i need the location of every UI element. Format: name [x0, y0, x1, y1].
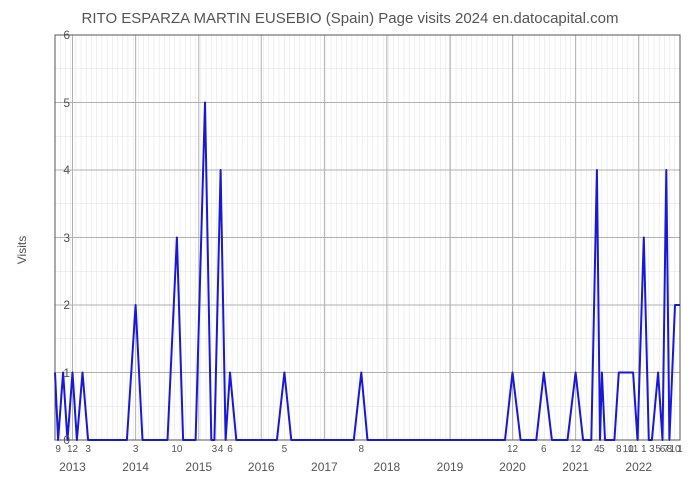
x-tick-minor-label: 12	[67, 444, 78, 455]
x-tick-minor-label: 3	[85, 444, 91, 455]
x-tick-minor-label: 5	[282, 444, 288, 455]
x-tick-minor-label: 11	[628, 444, 638, 455]
x-tick-minor-label: 4	[218, 444, 224, 455]
y-tick-label: 6	[40, 28, 70, 42]
x-tick-minor-label: 10	[171, 444, 182, 455]
x-tick-year-label: 2022	[625, 460, 652, 474]
x-tick-minor-label: 8	[616, 444, 622, 455]
y-tick-label: 1	[40, 366, 70, 380]
y-tick-label: 5	[40, 96, 70, 110]
x-tick-minor-label: 8	[358, 444, 364, 455]
x-tick-minor-label: 1	[677, 444, 683, 455]
y-tick-label: 4	[40, 163, 70, 177]
x-tick-year-label: 2017	[311, 460, 338, 474]
x-tick-year-label: 2013	[59, 460, 86, 474]
x-tick-year-label: 2016	[248, 460, 275, 474]
x-tick-year-label: 2020	[499, 460, 526, 474]
x-tick-minor-label: 6	[541, 444, 547, 455]
x-tick-year-label: 2014	[122, 460, 149, 474]
chart-svg	[0, 0, 700, 500]
x-tick-year-label: 2019	[437, 460, 464, 474]
x-tick-year-label: 2021	[562, 460, 589, 474]
x-tick-minor-label: 5	[599, 444, 605, 455]
x-tick-year-label: 2015	[185, 460, 212, 474]
x-tick-year-label: 2018	[374, 460, 401, 474]
x-tick-minor-label: 1	[641, 444, 647, 455]
x-tick-minor-label: 6	[227, 444, 233, 455]
chart-container: RITO ESPARZA MARTIN EUSEBIO (Spain) Page…	[0, 0, 700, 500]
x-tick-minor-label: 9	[55, 444, 61, 455]
y-tick-label: 3	[40, 231, 70, 245]
x-tick-minor-label: 3	[649, 444, 655, 455]
x-tick-minor-label: 12	[570, 444, 581, 455]
x-tick-minor-label: 3	[133, 444, 139, 455]
y-tick-label: 2	[40, 298, 70, 312]
x-tick-minor-label: 12	[507, 444, 518, 455]
x-tick-minor-label: 3	[212, 444, 218, 455]
